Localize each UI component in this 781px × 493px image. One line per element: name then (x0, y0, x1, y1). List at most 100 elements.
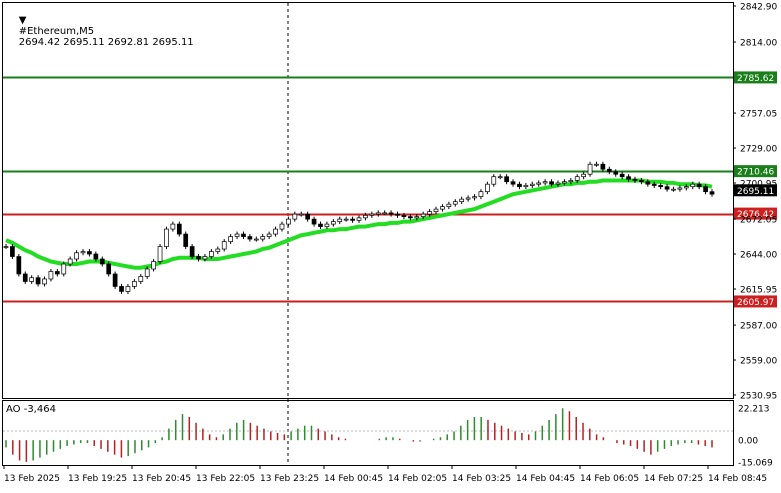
candle-body (549, 181, 554, 185)
oscillator-tick-label: 0.00 (738, 437, 758, 447)
candle-body (350, 218, 355, 221)
oscillator-axis: 22.213 0.00 -15.069 (738, 405, 773, 469)
candles (3, 161, 715, 294)
candle-body (472, 196, 477, 199)
price-level-label: 2710.46 (737, 168, 774, 178)
price-tick-label: 2644.00 (740, 251, 777, 261)
candle-body (651, 183, 657, 186)
candle-body (395, 213, 400, 216)
moving-average-line (5, 178, 713, 270)
time-tick-label: 14 Feb 06:05 (580, 474, 639, 484)
candle-body (144, 268, 150, 277)
candle-body (298, 213, 304, 216)
candle-body (529, 183, 535, 186)
candle-body (606, 168, 612, 173)
price-pane-frame (2, 2, 734, 399)
candle-body (703, 186, 708, 193)
price-tick-label: 2842.90 (740, 3, 777, 13)
candle-body (138, 276, 144, 282)
candle-body (183, 233, 189, 247)
candle-body (337, 218, 343, 222)
collapse-arrow-icon[interactable]: ▼ (18, 15, 27, 26)
time-axis[interactable]: 13 Feb 2025 13 Feb 19:25 13 Feb 20:45 13 Fe… (3, 465, 767, 484)
candle-body (478, 191, 484, 198)
price-axis[interactable]: 2842.90 2814.00 2785.62 2757.05 2729.00 2710.… (733, 3, 777, 402)
candle-body (600, 163, 606, 170)
candle-body (542, 181, 548, 184)
candle-body (555, 182, 561, 185)
candle-body (247, 236, 253, 240)
price-tick-label: 2672.05 (740, 216, 777, 226)
candle-body (189, 246, 195, 257)
candle-body (427, 211, 432, 215)
candle-body (292, 213, 298, 220)
candle-body (125, 286, 131, 292)
candle-body (690, 183, 696, 188)
candle-body (363, 215, 368, 219)
candle-body (664, 186, 670, 190)
candle-body (574, 176, 580, 181)
candle-body (330, 221, 336, 225)
candle-body (106, 263, 112, 275)
candle-body (305, 213, 311, 220)
candle-body (93, 253, 99, 260)
candle-body (286, 218, 291, 225)
candle-body (677, 187, 683, 190)
candle-body (29, 277, 35, 282)
candle-body (497, 176, 503, 179)
candle-body (414, 216, 420, 219)
candle-body (151, 261, 156, 270)
candle-body (594, 163, 599, 166)
time-tick-label: 14 Feb 04:45 (516, 474, 575, 484)
time-tick-label: 13 Feb 2025 (4, 474, 60, 484)
candle-body (54, 271, 60, 275)
candle-body (228, 236, 233, 242)
candle-body (74, 252, 79, 260)
candle-body (452, 201, 458, 205)
candle-body (388, 212, 394, 215)
candle-body (683, 186, 689, 189)
candle-body (536, 182, 542, 185)
price-level-tag (734, 165, 777, 178)
candle-body (61, 263, 67, 275)
time-tick-label: 13 Feb 23:25 (260, 474, 319, 484)
awesome-oscillator-bars (5, 408, 713, 462)
moving-average (5, 178, 713, 270)
oscillator-pane-frame (2, 400, 734, 466)
candle-body (67, 258, 73, 265)
candle-body (170, 223, 176, 230)
candle-body (491, 176, 497, 185)
candle-body (164, 228, 169, 247)
candle-body (324, 223, 330, 227)
candle-body (626, 176, 631, 180)
chart-header: ▼ #Ethereum,M5 2694.42 2695.11 2692.81 2… (6, 4, 194, 59)
candle-body (671, 188, 676, 191)
candle-body (523, 185, 529, 188)
price-level-tag (734, 71, 777, 84)
candle-body (234, 233, 240, 237)
price-tick-label: 2559.00 (740, 357, 777, 367)
candle-body (273, 228, 278, 235)
price-tick-label: 2729.00 (740, 145, 777, 155)
time-tick-label: 14 Feb 08:45 (708, 474, 767, 484)
candle-body (209, 251, 214, 257)
candle-body (485, 183, 490, 193)
candle-body (221, 241, 227, 250)
candle-body (279, 223, 285, 230)
candle-body (639, 180, 644, 183)
candle-body (343, 218, 349, 221)
symbol-timeframe: #Ethereum,M5 (18, 26, 95, 37)
candle-body (48, 271, 54, 280)
candle-body (465, 197, 471, 200)
candle-body (619, 173, 625, 178)
horizontal-levels[interactable] (3, 76, 733, 303)
price-tick-label: 2587.00 (740, 322, 777, 332)
candle-body (22, 273, 28, 282)
candle-body (568, 180, 574, 183)
candle-body (202, 256, 208, 260)
price-level-label: 2785.62 (737, 74, 774, 84)
candle-body (709, 191, 715, 195)
candle-body (369, 213, 375, 216)
